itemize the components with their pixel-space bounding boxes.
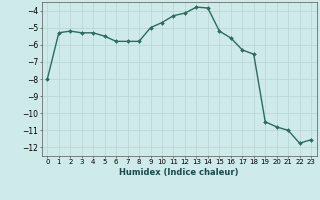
- X-axis label: Humidex (Indice chaleur): Humidex (Indice chaleur): [119, 168, 239, 177]
